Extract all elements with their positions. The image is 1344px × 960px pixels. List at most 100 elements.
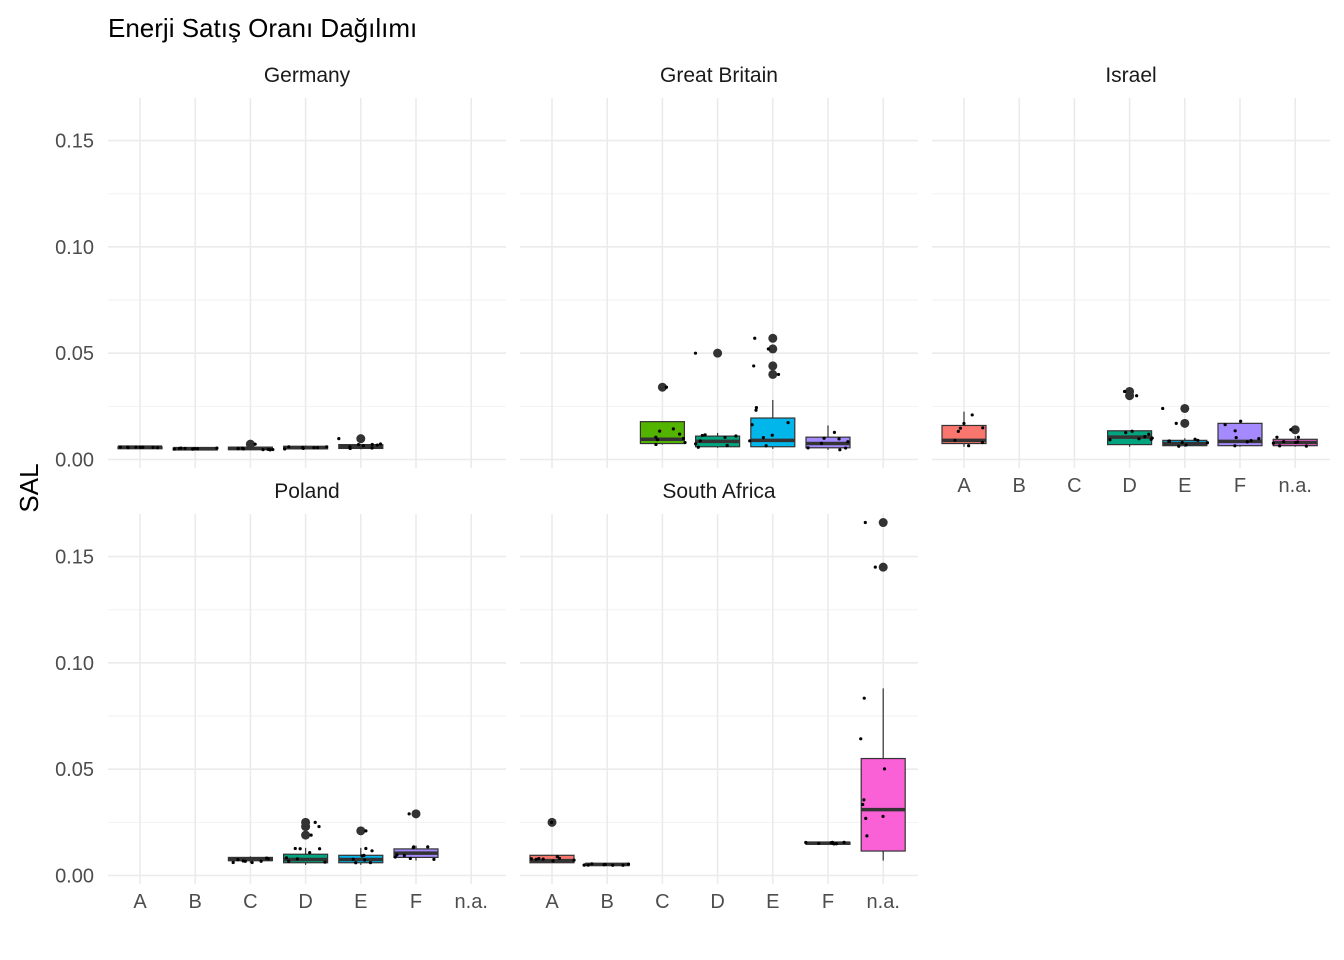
jitter-point	[259, 859, 263, 863]
jitter-point	[681, 436, 686, 441]
x-tick-label: B	[1013, 475, 1026, 497]
jitter-point	[301, 445, 305, 449]
jitter-point	[534, 857, 538, 861]
jitter-point	[1233, 429, 1237, 433]
jitter-point	[134, 445, 138, 449]
jitter-point	[191, 447, 195, 451]
jitter-point	[590, 862, 594, 866]
jitter-point	[602, 863, 606, 867]
jitter-point	[764, 444, 768, 448]
box-E	[338, 826, 384, 865]
jitter-point	[317, 847, 322, 851]
box-E	[337, 434, 384, 451]
jitter-point	[956, 429, 960, 433]
jitter-point	[958, 426, 962, 430]
y-tick-label: 0.00	[55, 449, 94, 471]
outlier-point	[1290, 425, 1300, 435]
jitter-point	[411, 846, 415, 850]
jitter-point	[361, 444, 365, 448]
box-F	[393, 809, 439, 861]
jitter-point	[408, 856, 412, 861]
jitter-point	[375, 443, 379, 447]
outlier-point	[245, 439, 255, 449]
jitter-point	[703, 433, 707, 437]
jitter-point	[837, 437, 841, 441]
jitter-point	[126, 445, 130, 449]
jitter-point	[1304, 444, 1308, 448]
jitter-point	[804, 840, 808, 845]
jitter-point	[834, 842, 838, 846]
jitter-point	[700, 433, 704, 438]
jitter-point	[980, 440, 985, 445]
jitter-point	[138, 445, 142, 449]
x-tick-label: A	[957, 475, 971, 497]
box-D	[283, 445, 329, 451]
x-tick-label: n.a.	[867, 891, 900, 913]
jitter-point	[734, 434, 738, 438]
jitter-point	[183, 446, 187, 451]
x-tick-label: B	[601, 891, 614, 913]
jitter-point	[654, 435, 658, 439]
jitter-point	[761, 435, 765, 440]
jitter-point	[541, 857, 545, 861]
jitter-point	[1275, 435, 1279, 439]
jitter-point	[537, 856, 541, 861]
jitter-point	[864, 816, 868, 820]
x-tick-label: E	[766, 891, 779, 913]
jitter-point	[873, 565, 877, 569]
jitter-point	[819, 441, 824, 445]
facet-strip-label: Germany	[264, 64, 351, 87]
jitter-point	[671, 427, 675, 431]
jitter-point	[231, 860, 235, 865]
box-C	[227, 856, 273, 865]
jitter-point	[844, 446, 848, 450]
jitter-point	[753, 336, 757, 340]
box-F	[804, 840, 851, 846]
jitter-point	[363, 858, 367, 862]
jitter-point	[426, 845, 430, 849]
jitter-point	[308, 850, 312, 855]
jitter-point	[754, 408, 758, 412]
outlier-point	[301, 817, 311, 827]
jitter-point	[838, 448, 842, 452]
jitter-point	[407, 812, 411, 816]
outlier-point	[768, 361, 778, 371]
jitter-point	[1245, 440, 1249, 444]
outlier-point	[657, 382, 667, 392]
jitter-point	[572, 858, 576, 862]
jitter-point	[953, 438, 957, 442]
jitter-point	[293, 846, 297, 851]
outlier-point	[768, 344, 778, 354]
outlier-point	[878, 562, 888, 572]
x-tick-label: F	[410, 891, 422, 913]
jitter-point	[582, 863, 586, 867]
x-tick-label: A	[133, 891, 147, 913]
jitter-point	[621, 863, 625, 867]
jitter-point	[179, 446, 183, 450]
x-tick-label: D	[710, 891, 724, 913]
jitter-point	[967, 444, 971, 448]
y-tick-label: 0.05	[55, 343, 94, 365]
facet-strip-label: Poland	[274, 480, 339, 503]
box-A	[941, 411, 987, 448]
facet-panels: Germany 0.00 0.05 0.10 0.15 Great Britain Isra…	[55, 64, 1330, 913]
jitter-point	[284, 856, 289, 860]
jitter-point	[1257, 437, 1261, 441]
jitter-point	[862, 696, 866, 700]
jitter-point	[1135, 394, 1139, 398]
box-A	[529, 817, 576, 864]
jitter-point	[1296, 435, 1300, 439]
jitter-point	[351, 857, 355, 861]
jitter-point	[806, 446, 810, 450]
box-F	[1217, 419, 1263, 448]
x-tick-label: D	[298, 891, 312, 913]
jitter-point	[271, 447, 275, 452]
jitter-point	[1137, 437, 1141, 441]
chart-title: Enerji Satış Oranı Dağılımı	[108, 13, 417, 43]
jitter-point	[1278, 444, 1282, 448]
jitter-point	[846, 440, 850, 444]
jitter-point	[1223, 423, 1227, 427]
jitter-point	[141, 445, 145, 449]
box-E	[1161, 403, 1210, 448]
